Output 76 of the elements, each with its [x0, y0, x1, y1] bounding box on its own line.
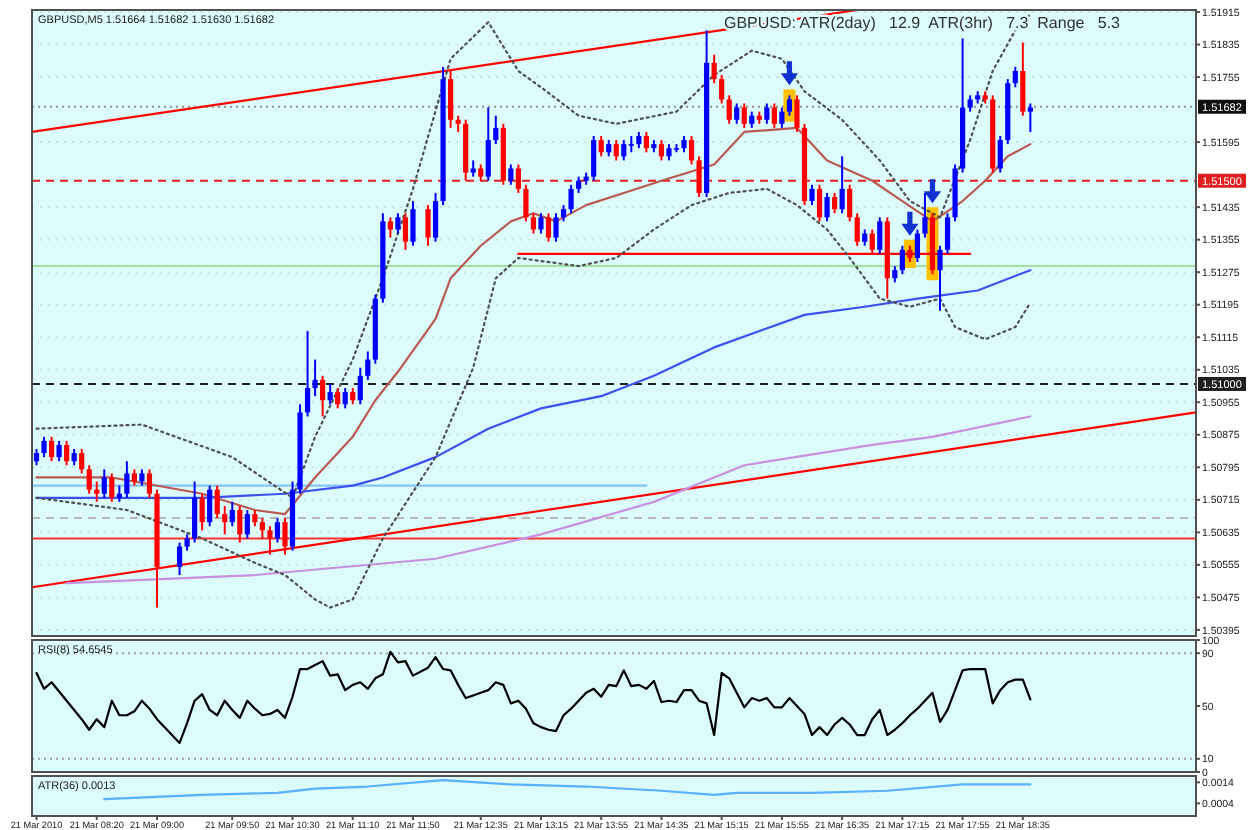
candlestick — [395, 212, 401, 235]
candlestick — [832, 191, 838, 215]
candlestick — [591, 135, 597, 182]
candlestick — [41, 435, 47, 459]
line-series — [65, 415, 1032, 585]
candlestick — [485, 106, 491, 182]
candlestick — [124, 460, 130, 499]
candlestick — [771, 102, 777, 129]
candlestick — [1020, 41, 1026, 117]
candlestick — [267, 525, 273, 556]
candlestick — [997, 135, 1003, 174]
candlestick — [741, 102, 747, 129]
candlestick — [244, 508, 250, 540]
candlestick — [109, 472, 115, 503]
candlestick — [357, 366, 363, 406]
candlestick — [1027, 102, 1033, 133]
candlestick — [94, 480, 100, 503]
candlestick — [515, 163, 521, 194]
candlestick — [48, 435, 55, 463]
candlestick — [304, 330, 311, 418]
candlestick — [824, 191, 830, 223]
candlestick — [508, 163, 514, 186]
candlestick — [553, 212, 559, 243]
candlestick — [839, 155, 845, 215]
candlestick — [365, 350, 371, 381]
candlestick — [410, 200, 416, 247]
candlestick — [568, 183, 574, 215]
candlestick — [711, 53, 717, 85]
candlestick — [207, 484, 213, 528]
candlestick — [493, 114, 499, 146]
candlestick — [327, 382, 333, 406]
candlestick — [229, 500, 235, 528]
candlestick — [146, 468, 153, 499]
candlestick — [621, 139, 627, 162]
candlestick — [643, 130, 649, 154]
candlestick — [937, 244, 943, 312]
candlestick — [282, 517, 288, 556]
candlestick — [56, 439, 62, 463]
candlestick — [335, 387, 341, 410]
candlestick — [914, 228, 921, 264]
candlestick — [274, 517, 281, 544]
candlestick — [402, 212, 409, 251]
candlestick — [320, 374, 326, 418]
candlestick — [809, 183, 815, 207]
candlestick — [86, 464, 92, 495]
candlestick — [176, 541, 183, 577]
candlestick — [779, 106, 785, 129]
candlestick — [342, 387, 348, 410]
candlestick — [214, 484, 220, 520]
candlestick — [101, 468, 107, 499]
candlestick — [719, 74, 725, 105]
candlestick — [79, 448, 85, 475]
candlestick — [199, 492, 205, 532]
candlestick — [658, 139, 665, 162]
candlestick — [726, 94, 732, 125]
candlestick — [598, 135, 604, 158]
candlestick — [237, 504, 243, 544]
candlestick — [259, 517, 265, 540]
candlestick — [222, 504, 228, 536]
candlestick — [538, 212, 544, 235]
candlestick — [847, 183, 853, 223]
candlestick — [764, 102, 770, 125]
candlestick — [816, 183, 823, 223]
candlestick — [613, 139, 619, 162]
candlestick — [545, 212, 552, 243]
candlestick — [192, 480, 198, 544]
candlestick — [734, 102, 740, 125]
candlestick — [877, 216, 883, 255]
candlestick — [1012, 65, 1018, 89]
candlestick — [448, 69, 454, 129]
candlestick — [387, 216, 393, 239]
candlestick — [922, 191, 928, 239]
candlestick — [854, 212, 860, 247]
candlestick — [64, 439, 70, 467]
candlestick — [425, 204, 431, 247]
candlestick — [899, 244, 905, 276]
